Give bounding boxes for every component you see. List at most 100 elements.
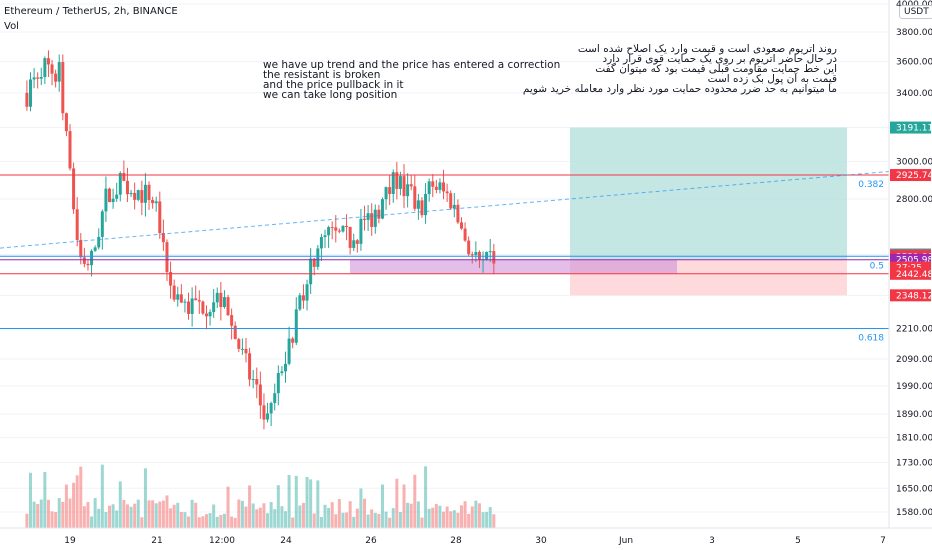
candle-body <box>398 176 402 189</box>
candle-body <box>212 302 216 313</box>
volume-bar <box>352 516 356 528</box>
candle-body <box>348 226 352 248</box>
volume-bar <box>359 488 363 528</box>
candle-body <box>118 172 122 195</box>
candle-body <box>445 191 449 194</box>
volume-bar <box>442 511 446 528</box>
volume-bar <box>237 499 241 528</box>
price-label: 2505.98 <box>896 256 932 266</box>
time-tick-label: 19 <box>64 536 76 546</box>
candle-body <box>287 338 291 364</box>
candle-body <box>456 204 460 223</box>
candle-body <box>373 209 377 227</box>
candle-body <box>183 301 187 303</box>
volume-bar <box>388 517 392 528</box>
price-tick-label: 3000.00 <box>896 157 932 167</box>
persian-note-line: ما میتوانیم به حد ضرر محدوده حمایت مورد … <box>522 83 837 95</box>
candle-body <box>147 184 151 200</box>
volume-bar <box>208 513 212 528</box>
candle-body <box>337 230 341 232</box>
volume-bar <box>434 503 438 528</box>
time-axis[interactable]: 19 21 12:00 24 26 28 30 Jun 3 5 7 <box>0 527 932 550</box>
candle-body <box>309 258 313 285</box>
candle-body <box>226 297 230 316</box>
candle-body <box>140 190 144 203</box>
volume-bar <box>316 480 320 528</box>
volume-bar <box>398 512 402 528</box>
volume-bar <box>305 476 309 528</box>
volume-bar <box>90 516 94 528</box>
candle-body <box>90 250 94 266</box>
candle-body <box>125 180 129 195</box>
volume-bar <box>373 512 377 528</box>
volume-bar <box>355 508 359 528</box>
symbol-title[interactable]: Ethereum / TetherUS, 2h, BINANCE <box>4 6 178 17</box>
candle-body <box>64 113 68 132</box>
candle-body <box>115 194 119 199</box>
volume-bar <box>201 516 205 528</box>
currency-button[interactable]: USDT <box>899 5 932 19</box>
time-tick-label: 7 <box>880 536 886 546</box>
volume-bar <box>54 512 58 528</box>
candle-body <box>420 200 424 216</box>
volume-bar <box>122 499 126 528</box>
english-annotation: we have up trend and the price has enter… <box>263 60 560 101</box>
candle-body <box>248 353 252 380</box>
volume-bar <box>262 503 266 528</box>
volume-bar <box>345 512 349 528</box>
english-note-line: we can take long position <box>263 89 398 101</box>
candle-body <box>57 62 61 82</box>
candle-body <box>222 297 226 307</box>
candle-body <box>305 284 309 301</box>
time-tick-label: 30 <box>535 536 547 546</box>
volume-bar <box>240 500 244 528</box>
persian-note-line: در حال حاضر اتریوم بر روی یک حمایت قوی ق… <box>602 53 837 65</box>
volume-bar <box>169 508 173 528</box>
candle-body <box>334 227 338 231</box>
volume-bar <box>39 499 43 528</box>
volume-bar <box>416 501 420 528</box>
candle-body <box>355 240 359 244</box>
candle-body <box>359 218 363 244</box>
persian-note-line: قیمت به آن پول بک زده است <box>707 73 837 85</box>
time-tick-label: 5 <box>795 536 801 546</box>
volume-bar <box>337 499 341 528</box>
candle-body <box>104 188 108 212</box>
price-tick-label: 1730.00 <box>896 458 932 468</box>
candle-body <box>233 325 237 340</box>
candle-body <box>452 204 456 209</box>
candle-body <box>215 292 219 303</box>
volume-bar <box>438 505 442 528</box>
volume-bar <box>140 517 144 528</box>
candle-body <box>72 168 76 210</box>
price-tick-label: 3800.00 <box>896 28 932 38</box>
price-axis[interactable]: 1580.00 1650.00 1730.00 1810.00 1890.00 1990.… <box>888 0 932 550</box>
volume-bar <box>183 512 187 528</box>
volume-bar <box>251 503 255 528</box>
candle-body <box>161 233 165 243</box>
volume-bar <box>327 507 331 528</box>
volume-bar <box>291 517 295 528</box>
candle-body <box>276 373 280 394</box>
candle-body <box>474 251 478 256</box>
candle-body <box>406 184 410 197</box>
candle-body <box>352 240 356 248</box>
volume-bar <box>492 514 496 528</box>
volume-bar <box>420 517 424 528</box>
volume-bar <box>194 502 198 528</box>
candle-body <box>82 257 86 264</box>
candle-body <box>319 237 323 249</box>
volume-bar <box>330 502 334 528</box>
volume-bar <box>467 513 471 528</box>
volume-bar <box>43 471 47 528</box>
volume-bar <box>82 506 86 528</box>
price-tick-label: 3400.00 <box>896 89 932 99</box>
english-note-line: the resistant is broken <box>263 69 381 81</box>
volume-bar <box>46 499 50 528</box>
volume-bar <box>233 517 237 528</box>
price-tick-label: 1890.00 <box>896 410 932 420</box>
candle-body <box>75 209 79 240</box>
volume-bar <box>319 516 323 528</box>
volume-bar <box>190 499 194 528</box>
